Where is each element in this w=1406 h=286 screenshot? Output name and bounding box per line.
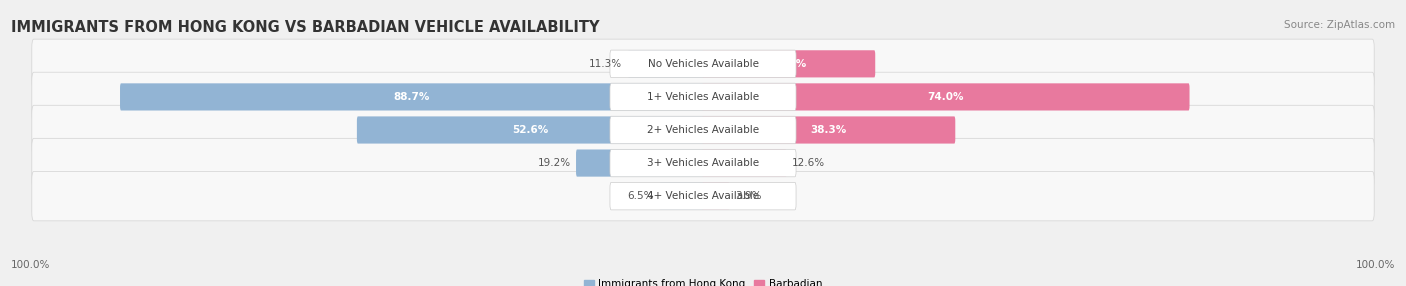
Text: IMMIGRANTS FROM HONG KONG VS BARBADIAN VEHICLE AVAILABILITY: IMMIGRANTS FROM HONG KONG VS BARBADIAN V… — [11, 20, 600, 35]
FancyBboxPatch shape — [32, 39, 1374, 89]
FancyBboxPatch shape — [702, 182, 730, 210]
FancyBboxPatch shape — [702, 50, 875, 78]
Text: 100.0%: 100.0% — [1355, 260, 1395, 270]
FancyBboxPatch shape — [576, 150, 704, 177]
Text: 52.6%: 52.6% — [512, 125, 548, 135]
Text: 12.6%: 12.6% — [792, 158, 825, 168]
FancyBboxPatch shape — [702, 83, 1189, 110]
Text: No Vehicles Available: No Vehicles Available — [648, 59, 758, 69]
FancyBboxPatch shape — [628, 50, 704, 78]
Text: 11.3%: 11.3% — [589, 59, 623, 69]
Text: Source: ZipAtlas.com: Source: ZipAtlas.com — [1284, 20, 1395, 30]
Text: 19.2%: 19.2% — [537, 158, 571, 168]
FancyBboxPatch shape — [610, 50, 796, 78]
Text: 100.0%: 100.0% — [11, 260, 51, 270]
FancyBboxPatch shape — [357, 116, 704, 144]
FancyBboxPatch shape — [32, 72, 1374, 122]
Text: 2+ Vehicles Available: 2+ Vehicles Available — [647, 125, 759, 135]
FancyBboxPatch shape — [610, 182, 796, 210]
Text: 1+ Vehicles Available: 1+ Vehicles Available — [647, 92, 759, 102]
FancyBboxPatch shape — [32, 105, 1374, 155]
FancyBboxPatch shape — [702, 150, 787, 177]
Text: 38.3%: 38.3% — [810, 125, 846, 135]
FancyBboxPatch shape — [32, 138, 1374, 188]
Text: 74.0%: 74.0% — [928, 92, 965, 102]
Legend: Immigrants from Hong Kong, Barbadian: Immigrants from Hong Kong, Barbadian — [579, 275, 827, 286]
FancyBboxPatch shape — [702, 116, 955, 144]
Text: 88.7%: 88.7% — [394, 92, 430, 102]
Text: 3.9%: 3.9% — [735, 191, 762, 201]
FancyBboxPatch shape — [659, 182, 704, 210]
FancyBboxPatch shape — [610, 149, 796, 177]
Text: 6.5%: 6.5% — [627, 191, 654, 201]
Text: 4+ Vehicles Available: 4+ Vehicles Available — [647, 191, 759, 201]
FancyBboxPatch shape — [32, 171, 1374, 221]
Text: 3+ Vehicles Available: 3+ Vehicles Available — [647, 158, 759, 168]
Text: 26.1%: 26.1% — [770, 59, 807, 69]
FancyBboxPatch shape — [610, 116, 796, 144]
FancyBboxPatch shape — [120, 83, 704, 110]
FancyBboxPatch shape — [610, 83, 796, 111]
